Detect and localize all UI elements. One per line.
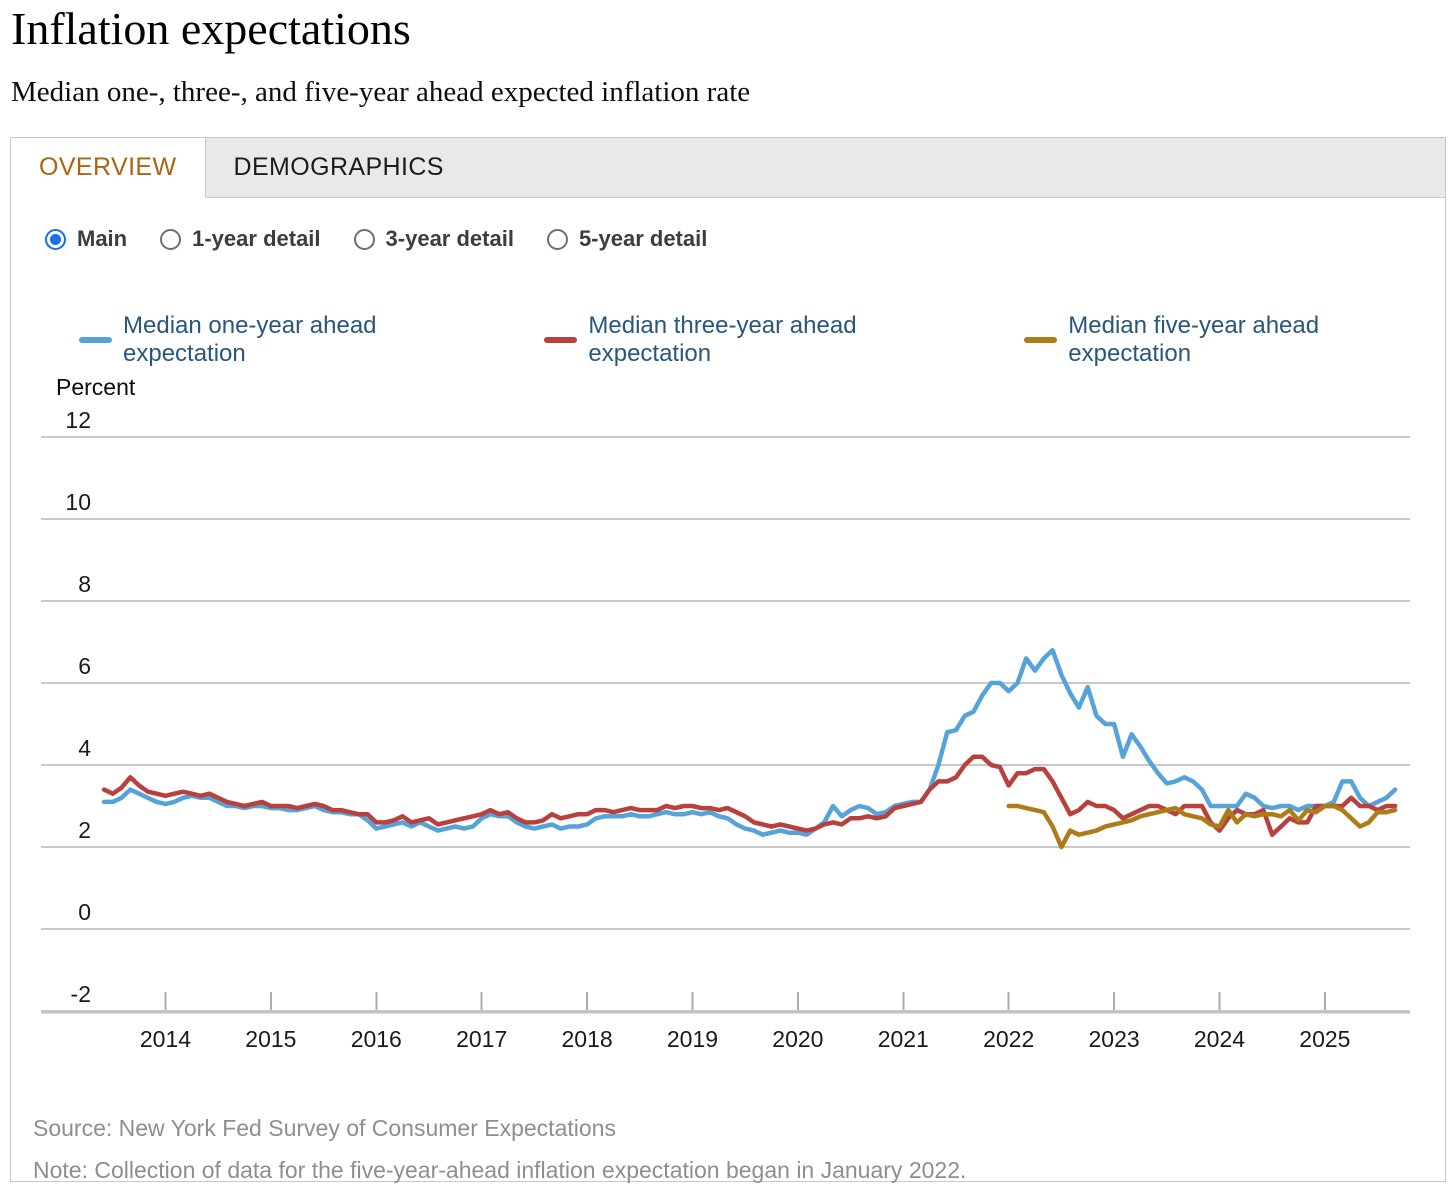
page-title: Inflation expectations: [11, 3, 411, 54]
legend-item-five-year[interactable]: Median five-year ahead expectation: [1024, 312, 1445, 368]
x-tick-label: 2020: [772, 1026, 823, 1052]
line-chart-svg: 12 10 8 6 4 2 0 -2 2014 2015 2016 2017 2018 2019 2020 2…: [41, 407, 1410, 1052]
chart-panel: OVERVIEW DEMOGRAPHICS Main 1-year detail 3-…: [10, 137, 1446, 1183]
radio-option-1-year-detail[interactable]: 1-year detail: [160, 226, 321, 252]
y-tick-label: 8: [78, 571, 91, 597]
view-selector: Main 1-year detail 3-year detail 5-year det…: [45, 224, 1445, 254]
tab-strip-filler: [471, 138, 1445, 198]
x-tick-label: 2018: [561, 1026, 612, 1052]
chart-legend: Median one-year ahead expectation Median …: [79, 312, 1445, 367]
series-line-one-year: [101, 647, 1398, 837]
y-tick-label: 2: [78, 817, 91, 843]
x-tick-label: 2019: [667, 1026, 718, 1052]
x-tick-label: 2024: [1194, 1026, 1245, 1052]
radio-selected-icon[interactable]: [45, 228, 66, 250]
series-line-three-year: [101, 754, 1398, 837]
x-tick-label: 2016: [351, 1026, 402, 1052]
radio-option-label: Main: [77, 226, 128, 251]
y-tick-label: 6: [78, 653, 91, 679]
radio-option-5-year-detail[interactable]: 5-year detail: [546, 226, 708, 252]
radio-option-label: 1-year detail: [192, 226, 321, 251]
x-tick-label: 2023: [1088, 1026, 1139, 1052]
legend-label: Median three-year ahead expectation: [588, 312, 857, 367]
y-tick-label: 12: [65, 407, 91, 433]
legend-item-three-year[interactable]: Median three-year ahead expectation: [544, 312, 982, 368]
y-tick-label: 0: [78, 899, 91, 925]
chart-footer: Source: New York Fed Survey of Consumer …: [33, 1107, 1445, 1191]
x-tick-label: 2022: [983, 1026, 1034, 1052]
x-tick-label: 2021: [878, 1026, 929, 1052]
legend-line-swatch-icon: [1024, 337, 1058, 343]
x-tick-label: 2015: [245, 1026, 296, 1052]
radio-unselected-icon[interactable]: [353, 228, 375, 250]
tab-strip: OVERVIEW DEMOGRAPHICS: [11, 138, 1445, 198]
tab-overview[interactable]: OVERVIEW: [11, 138, 206, 198]
series-line-five-year: [1006, 803, 1398, 850]
tab-demographics[interactable]: DEMOGRAPHICS: [205, 138, 472, 198]
legend-item-one-year[interactable]: Median one-year ahead expectation: [79, 312, 502, 368]
legend-line-swatch-icon: [79, 337, 112, 343]
y-axis-unit-label: Percent: [56, 374, 136, 400]
y-tick-label: -2: [71, 981, 91, 1007]
y-tick-label: 10: [65, 489, 91, 515]
source-text: Source: New York Fed Survey of Consumer …: [33, 1115, 616, 1141]
radio-option-3-year-detail[interactable]: 3-year detail: [353, 226, 514, 252]
x-tick-label: 2017: [456, 1026, 507, 1052]
y-tick-label: 4: [78, 735, 91, 761]
radio-option-main[interactable]: Main: [45, 226, 127, 252]
radio-option-label: 3-year detail: [385, 226, 514, 251]
radio-option-label: 5-year detail: [578, 226, 708, 251]
x-tick-label: 2014: [140, 1026, 191, 1052]
legend-label: Median five-year ahead expectation: [1068, 312, 1320, 367]
legend-label: Median one-year ahead expectation: [123, 312, 377, 367]
radio-unselected-icon[interactable]: [160, 228, 182, 250]
radio-unselected-icon[interactable]: [546, 228, 568, 250]
note-text: Note: Collection of data for the five-ye…: [33, 1157, 967, 1183]
x-tick-label: 2025: [1299, 1026, 1350, 1052]
chart: 12 10 8 6 4 2 0 -2 2014 2015 2016 2017 2018 2019 2020 2…: [11, 401, 1445, 1061]
page-subtitle: Median one-, three-, and five-year ahead…: [11, 76, 751, 108]
legend-line-swatch-icon: [544, 337, 578, 343]
